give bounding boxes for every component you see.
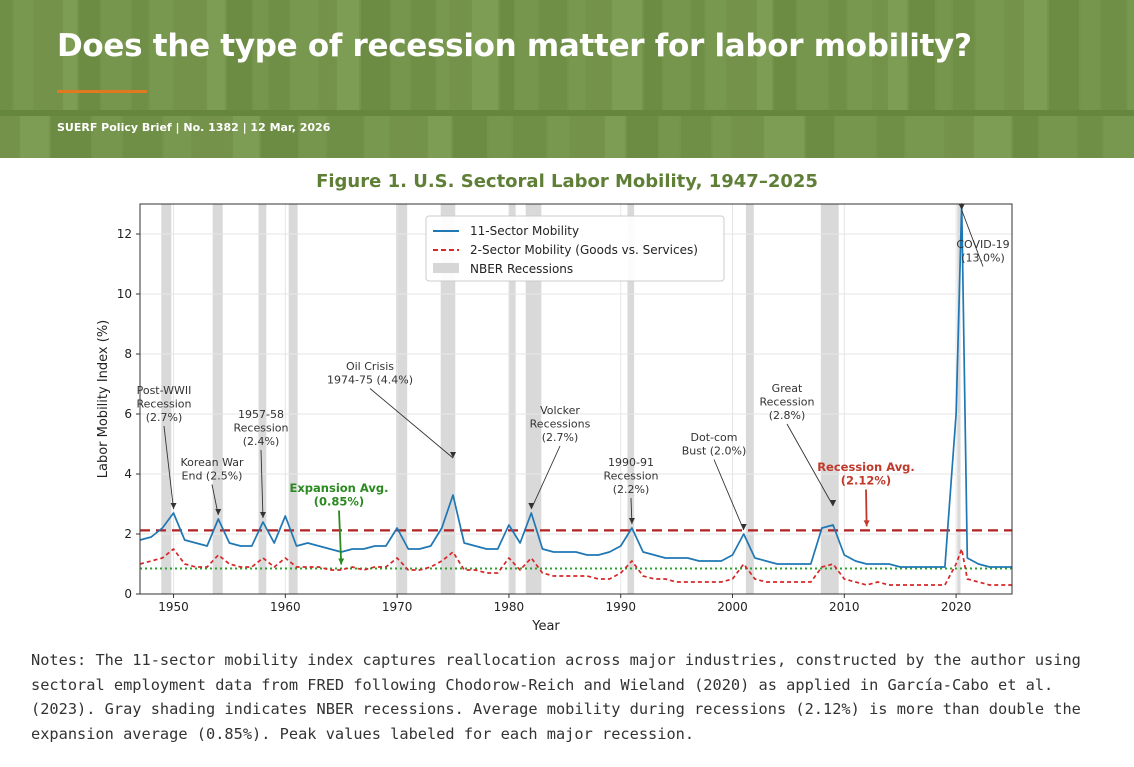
- series-line: [139, 203, 1012, 568]
- annotation-arrowhead: [450, 452, 457, 458]
- annotation-label: (0.85%): [314, 495, 364, 509]
- y-tick-label: 12: [117, 227, 132, 241]
- annotation-arrow: [530, 445, 561, 510]
- annotation-label: 1957-58: [238, 408, 284, 421]
- axes: 1950 1960 1970 1980 1990 2000 2010 2020 0 2 4 6 8 10 1…: [96, 227, 971, 634]
- annotation-label: Bust (2.0%): [682, 445, 747, 458]
- annotation-label: (2.7%): [146, 411, 183, 424]
- annotation-label: Recession: [234, 422, 289, 435]
- legend-box: [425, 215, 725, 282]
- legend-swatch-recessions: [433, 263, 459, 273]
- y-tick-label: 8: [124, 347, 132, 361]
- annotation-arrowhead: [170, 503, 177, 509]
- annotation-arrowhead: [958, 204, 965, 210]
- annotation-arrow: [260, 449, 264, 519]
- annotation-arrowhead: [259, 512, 266, 518]
- annotation-label: COVID-19: [956, 238, 1009, 251]
- annotation-label: (2.2%): [613, 483, 650, 496]
- x-tick-label: 2010: [829, 600, 860, 614]
- annotation-label: Oil Crisis: [346, 360, 394, 373]
- header-banner: Does the type of recession matter for la…: [0, 0, 1134, 158]
- annotation-label: Expansion Avg.: [290, 481, 389, 495]
- annotation-arrow: [713, 459, 745, 531]
- annotation-label: Dot-com: [691, 431, 738, 444]
- y-tick-label: 2: [124, 527, 132, 541]
- y-axis-label: Labor Mobility Index (%): [96, 320, 111, 479]
- annotation-label: (2.8%): [769, 409, 806, 422]
- annotation-arrowhead: [830, 500, 837, 506]
- y-tick-label: 4: [124, 467, 132, 481]
- series-line: [139, 548, 1012, 586]
- publication-info: SUERF Policy Brief | No. 1382 | 12 Mar, …: [57, 121, 331, 134]
- recession-band: [745, 204, 754, 594]
- y-tick-label: 0: [124, 587, 132, 601]
- x-tick-label: 1950: [158, 600, 189, 614]
- x-tick-label: 2020: [941, 600, 972, 614]
- recession-band: [258, 204, 267, 594]
- x-tick-label: 1980: [494, 600, 525, 614]
- x-tick-label: 1970: [382, 600, 413, 614]
- y-tick-label: 6: [124, 407, 132, 421]
- x-tick-label: 1960: [270, 600, 301, 614]
- page-title: Does the type of recession matter for la…: [57, 28, 972, 64]
- annotation-arrow: [961, 209, 984, 267]
- annotation-label: Recession: [760, 396, 815, 409]
- recession-band: [396, 204, 408, 594]
- figure-title: Figure 1. U.S. Sectoral Labor Mobility, …: [316, 171, 818, 192]
- annotation-label: Great: [772, 382, 803, 395]
- plot-frame: [139, 203, 1013, 595]
- annotation-label: Volcker: [540, 404, 580, 417]
- annotation-arrowhead: [215, 509, 222, 515]
- title-accent-rule: [57, 90, 147, 93]
- recession-band: [627, 204, 635, 594]
- annotation-label: 1974-75 (4.4%): [327, 374, 413, 387]
- annotation-arrowhead: [528, 503, 535, 509]
- legend: 11-Sector Mobility 2-Sector Mobility (Go…: [425, 215, 725, 282]
- annotation-arrow: [865, 489, 868, 527]
- legend-label-11-sector: 11-Sector Mobility: [470, 224, 579, 238]
- legend-label-recessions: NBER Recessions: [470, 262, 573, 276]
- annotation-arrow: [163, 425, 174, 510]
- annotation-arrow: [786, 423, 834, 507]
- legend-label-2-sector: 2-Sector Mobility (Goods vs. Services): [470, 243, 698, 257]
- recession-band: [957, 204, 961, 594]
- banner-overlay: [0, 0, 1134, 158]
- x-axis-label: Year: [531, 619, 560, 634]
- annotation-label: Post-WWII: [137, 384, 192, 397]
- annotation-label: Recession Avg.: [817, 460, 915, 474]
- recession-band: [288, 204, 298, 594]
- x-tick-label: 2000: [717, 600, 748, 614]
- series-lines: [139, 203, 1012, 586]
- recession-band: [212, 204, 223, 594]
- annotation-label: End (2.5%): [182, 470, 243, 483]
- figure-notes: Notes: The 11-sector mobility index capt…: [31, 651, 1081, 743]
- annotation-arrowhead: [338, 558, 345, 565]
- annotation-arrowhead: [628, 518, 635, 524]
- bookshelf-background-image: [0, 0, 1134, 158]
- annotation-label: (2.7%): [542, 431, 579, 444]
- annotation-arrow: [369, 388, 454, 459]
- annotation-arrow: [338, 510, 343, 565]
- recession-band: [508, 204, 516, 594]
- annotation-label: (13.0%): [961, 252, 1005, 265]
- annotation-arrowhead: [863, 520, 870, 527]
- recession-band: [820, 204, 839, 594]
- x-tick-label: 1990: [605, 600, 636, 614]
- recession-band: [161, 204, 172, 594]
- annotation-label: Recessions: [530, 418, 591, 431]
- annotation-label: (2.4%): [243, 435, 280, 448]
- annotation-arrowhead: [740, 524, 747, 530]
- annotation-label: 1990-91: [608, 456, 654, 469]
- y-tick-label: 10: [117, 287, 132, 301]
- annotation-label: (2.12%): [841, 474, 891, 488]
- annotation-label: Recession: [604, 470, 659, 483]
- annotation-label: Recession: [137, 398, 192, 411]
- annotation-label: Korean War: [180, 456, 244, 469]
